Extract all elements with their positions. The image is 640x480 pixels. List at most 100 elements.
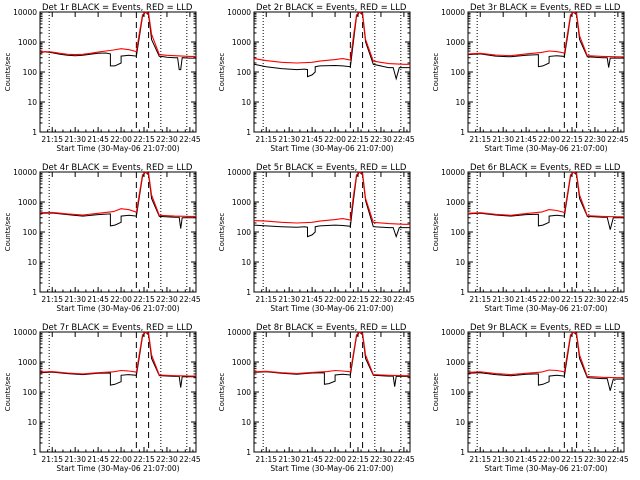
- y-tick-label: 10: [455, 98, 465, 107]
- x-axis-label: Start Time (30-May-06 21:07:00): [484, 144, 607, 153]
- y-tick-label: 1000: [18, 358, 37, 367]
- x-tick-label: 21:15: [41, 135, 63, 144]
- x-tick-label: 22:45: [393, 455, 415, 464]
- y-axis-label: Counts/sec: [432, 213, 440, 252]
- x-tick-label: 21:30: [64, 295, 86, 304]
- y-tick-label: 10: [455, 418, 465, 427]
- x-tick-label: 21:30: [278, 455, 300, 464]
- y-axis-label: Counts/sec: [4, 213, 12, 252]
- series-line-events: [253, 171, 410, 239]
- x-tick-label: 21:15: [255, 295, 277, 304]
- y-axis-label: Counts/sec: [4, 53, 12, 92]
- x-tick-label: 22:15: [347, 135, 369, 144]
- x-tick-label: 22:30: [156, 455, 178, 464]
- x-tick-label: 22:15: [561, 135, 583, 144]
- y-tick-label: 1000: [18, 38, 37, 47]
- x-tick-label: 22:30: [584, 135, 606, 144]
- y-tick-label: 100: [23, 68, 38, 77]
- x-tick-label: 22:30: [370, 295, 392, 304]
- panel-title: Det 6r BLACK = Events, RED = LLD: [470, 163, 621, 173]
- y-axis-label: Counts/sec: [218, 373, 226, 412]
- panel-title: Det 3r BLACK = Events, RED = LLD: [470, 3, 621, 13]
- panel-title: Det 1r BLACK = Events, RED = LLD: [42, 3, 193, 13]
- x-tick-label: 21:30: [278, 295, 300, 304]
- x-axis-label: Start Time (30-May-06 21:07:00): [484, 464, 607, 473]
- x-tick-label: 22:45: [179, 455, 201, 464]
- y-tick-label: 1: [246, 288, 251, 297]
- x-tick-label: 21:45: [301, 295, 323, 304]
- y-tick-label: 1: [32, 128, 37, 137]
- x-tick-label: 22:30: [370, 455, 392, 464]
- y-tick-label: 100: [23, 228, 38, 237]
- x-tick-label: 21:15: [255, 135, 277, 144]
- x-tick-label: 22:30: [370, 135, 392, 144]
- y-tick-label: 10: [241, 258, 251, 267]
- x-tick-label: 21:30: [278, 135, 300, 144]
- y-tick-label: 10000: [227, 328, 251, 337]
- x-tick-label: 22:15: [561, 455, 583, 464]
- panel-det-7: 1 10 100 1000 10000 21:15 21:30 21:45 22:00 22:15…: [4, 323, 201, 473]
- x-tick-label: 21:15: [255, 455, 277, 464]
- x-tick-label: 22:45: [393, 135, 415, 144]
- series-line-lld: [253, 171, 410, 225]
- x-tick-label: 22:00: [110, 135, 132, 144]
- y-tick-label: 10000: [441, 328, 465, 337]
- x-tick-label: 22:00: [538, 455, 560, 464]
- series-line-events: [253, 11, 410, 81]
- panel-det-1: 1 10 100 1000 10000 21:15 21:30 21:45 22:00 22:15…: [4, 3, 201, 153]
- series-line-lld: [39, 171, 196, 217]
- series-line-events: [39, 11, 196, 71]
- y-axis-label: Counts/sec: [218, 53, 226, 92]
- y-tick-label: 100: [451, 68, 466, 77]
- series-line-lld: [467, 331, 624, 379]
- x-tick-label: 21:45: [301, 135, 323, 144]
- y-tick-label: 1000: [18, 198, 37, 207]
- panel-det-5: 1 10 100 1000 10000 21:15 21:30 21:45 22:00 22:15…: [218, 163, 415, 313]
- x-tick-label: 22:00: [538, 295, 560, 304]
- x-tick-label: 21:45: [515, 455, 537, 464]
- y-tick-label: 10000: [13, 168, 37, 177]
- x-tick-label: 22:00: [110, 295, 132, 304]
- y-tick-label: 10: [241, 418, 251, 427]
- series-line-lld: [467, 11, 624, 58]
- series-line-lld: [467, 171, 624, 218]
- x-tick-label: 22:45: [179, 295, 201, 304]
- y-tick-label: 10000: [441, 168, 465, 177]
- y-tick-label: 1: [460, 288, 465, 297]
- x-tick-label: 21:15: [469, 135, 491, 144]
- x-tick-label: 21:45: [515, 135, 537, 144]
- x-tick-label: 21:15: [41, 455, 63, 464]
- x-tick-label: 21:45: [301, 455, 323, 464]
- y-tick-label: 1000: [446, 358, 465, 367]
- y-tick-label: 1: [32, 448, 37, 457]
- y-tick-label: 10: [27, 98, 37, 107]
- x-tick-label: 22:30: [156, 135, 178, 144]
- y-axis-label: Counts/sec: [4, 373, 12, 412]
- panel-title: Det 4r BLACK = Events, RED = LLD: [42, 163, 193, 173]
- x-tick-label: 21:45: [515, 295, 537, 304]
- y-axis-label: Counts/sec: [432, 53, 440, 92]
- y-tick-label: 1: [460, 128, 465, 137]
- series-line-lld: [39, 331, 196, 377]
- x-tick-label: 21:45: [87, 295, 109, 304]
- x-tick-label: 22:00: [538, 135, 560, 144]
- x-tick-label: 22:45: [179, 135, 201, 144]
- x-tick-label: 21:45: [87, 455, 109, 464]
- panel-det-9: 1 10 100 1000 10000 21:15 21:30 21:45 22:00 22:15…: [432, 323, 629, 473]
- x-tick-label: 21:15: [469, 455, 491, 464]
- series-line-events: [39, 171, 196, 229]
- panel-det-6: 1 10 100 1000 10000 21:15 21:30 21:45 22:00 22:15…: [432, 163, 629, 313]
- panel-det-2: 1 10 100 1000 10000 21:15 21:30 21:45 22:00 22:15…: [218, 3, 415, 153]
- panel-title: Det 7r BLACK = Events, RED = LLD: [42, 323, 193, 333]
- y-tick-label: 1000: [232, 358, 251, 367]
- x-tick-label: 22:15: [347, 295, 369, 304]
- y-tick-label: 100: [237, 388, 252, 397]
- panel-title: Det 9r BLACK = Events, RED = LLD: [470, 323, 621, 333]
- y-tick-label: 10000: [13, 328, 37, 337]
- x-axis-label: Start Time (30-May-06 21:07:00): [270, 464, 393, 473]
- panel-title: Det 5r BLACK = Events, RED = LLD: [256, 163, 407, 173]
- y-tick-label: 10: [455, 258, 465, 267]
- x-tick-label: 21:30: [64, 135, 86, 144]
- panel-det-8: 1 10 100 1000 10000 21:15 21:30 21:45 22:00 22:15…: [218, 323, 415, 473]
